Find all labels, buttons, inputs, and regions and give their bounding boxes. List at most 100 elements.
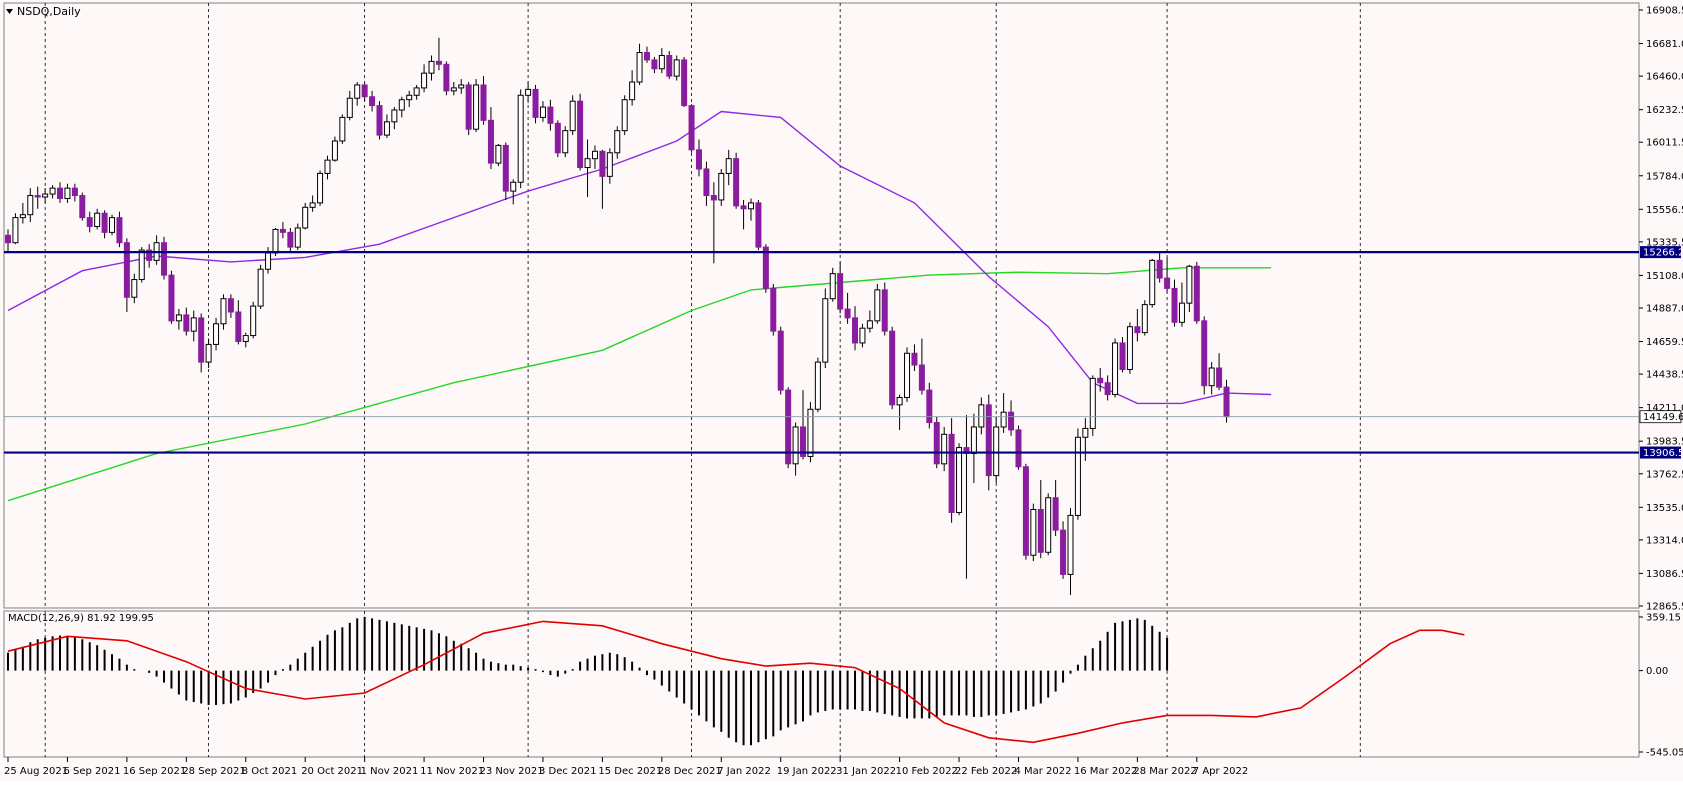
bear-candle xyxy=(918,364,925,391)
horizontal-levels xyxy=(4,251,1639,454)
price-tick-label: 16908.5 xyxy=(1646,6,1683,17)
bear-candle xyxy=(651,59,658,70)
bear-candle xyxy=(985,404,992,477)
bear-candle xyxy=(227,298,234,313)
bear-candle xyxy=(161,242,168,276)
bull-candle xyxy=(748,202,754,210)
bull-candle xyxy=(539,106,546,118)
dropdown-triangle-icon[interactable] xyxy=(6,9,13,14)
bear-candle xyxy=(926,389,933,424)
bull-candle xyxy=(792,426,799,465)
bear-candle xyxy=(1052,497,1059,531)
last-price-label: 14149.6 xyxy=(1643,412,1683,423)
bear-candle xyxy=(443,63,450,92)
bull-candle xyxy=(658,54,665,70)
bull-candle xyxy=(190,317,197,332)
level-tag-label: 15266.2 xyxy=(1643,248,1683,259)
bear-candle xyxy=(57,187,64,199)
bull-candle xyxy=(495,144,502,164)
bear-candle xyxy=(844,308,851,319)
bear-candle xyxy=(287,231,294,248)
bull-candle xyxy=(510,181,517,192)
bull-candle xyxy=(27,195,34,216)
bear-candle xyxy=(1022,466,1029,556)
bull-candle xyxy=(725,158,732,174)
price-tick-label: 15556.5 xyxy=(1646,205,1683,216)
bull-candle xyxy=(621,99,628,132)
price-tick-label: 14211.0 xyxy=(1646,403,1683,414)
macd-tick-label: -545.05 xyxy=(1646,748,1683,759)
bear-candle xyxy=(777,330,784,391)
price-tick-label: 14438.5 xyxy=(1646,370,1683,381)
price-tick-label: 15784.0 xyxy=(1646,171,1683,182)
bull-candle xyxy=(94,212,101,227)
level-tag xyxy=(1640,246,1681,259)
price-tick-label: 14887.0 xyxy=(1646,304,1683,315)
time-tick-label: 28 Dec 2021 xyxy=(658,766,722,777)
bear-candle xyxy=(376,105,383,136)
symbol-label: NSDQ,Daily xyxy=(17,5,81,18)
bear-candle xyxy=(762,246,769,289)
bull-candle xyxy=(250,305,257,337)
macd-tick-label: 0.00 xyxy=(1646,666,1668,677)
time-tick-label: 10 Feb 2022 xyxy=(896,766,958,777)
slow-ma-line xyxy=(7,267,1272,502)
level-tag-label: 13906.5 xyxy=(1643,448,1683,459)
bull-candle xyxy=(473,84,480,130)
bull-candle xyxy=(391,109,398,123)
bear-candle xyxy=(554,122,561,154)
bull-candle xyxy=(175,314,182,322)
price-panel xyxy=(3,2,1640,609)
last-price-tag xyxy=(1639,410,1682,424)
time-tick-label: 20 Oct 2021 xyxy=(301,766,363,777)
bull-candle xyxy=(406,94,413,101)
bear-candle xyxy=(837,273,844,310)
bull-candle xyxy=(941,433,948,465)
bull-candle xyxy=(562,130,569,154)
bear-candle xyxy=(755,202,762,248)
bull-candle xyxy=(1082,427,1089,438)
symbol-header[interactable]: NSDQ,Daily xyxy=(6,5,81,18)
bull-candle xyxy=(1178,302,1185,323)
time-tick-label: 15 Dec 2021 xyxy=(598,766,662,777)
bull-candle xyxy=(896,396,903,406)
time-tick-label: 28 Mar 2022 xyxy=(1133,766,1196,777)
bear-candle xyxy=(1156,259,1163,279)
bear-candle xyxy=(183,314,190,332)
bear-candle xyxy=(688,105,695,151)
bear-candle xyxy=(487,119,494,164)
bear-candle xyxy=(733,158,740,207)
bear-candle xyxy=(168,274,175,322)
time-tick-label: 16 Sep 2021 xyxy=(123,766,186,777)
bull-candle xyxy=(1074,436,1081,516)
macd-panel xyxy=(3,610,1640,758)
bear-candle xyxy=(361,84,368,98)
bull-candle xyxy=(829,273,836,300)
bear-candle xyxy=(547,106,554,124)
bear-candle xyxy=(889,330,896,406)
bear-candle xyxy=(1097,377,1104,384)
price-tick-label: 15335.5 xyxy=(1646,237,1683,248)
bull-candle xyxy=(213,323,220,345)
bear-candle xyxy=(465,84,472,130)
bull-candle xyxy=(614,130,621,154)
bear-candle xyxy=(800,426,807,457)
bear-candle xyxy=(79,195,86,219)
macd-tick-label: 359.15 xyxy=(1646,613,1681,624)
bull-candle xyxy=(822,298,829,363)
bull-candle xyxy=(866,320,873,329)
time-tick-label: 25 Aug 2021 xyxy=(4,766,68,777)
bull-candle xyxy=(205,343,212,363)
slow-moving-average xyxy=(7,267,1272,502)
macd-axis: 359.15 0.00 -545.05 xyxy=(1639,613,1683,759)
bear-candle xyxy=(710,195,717,201)
bull-candle xyxy=(458,84,465,89)
bear-candle xyxy=(480,84,487,121)
bull-candle xyxy=(673,59,680,77)
bull-candle xyxy=(1186,265,1193,304)
bear-candle xyxy=(1015,429,1022,468)
bear-candle xyxy=(911,352,918,366)
time-tick-label: 4 Mar 2022 xyxy=(1014,766,1071,777)
bull-candle xyxy=(131,279,138,298)
